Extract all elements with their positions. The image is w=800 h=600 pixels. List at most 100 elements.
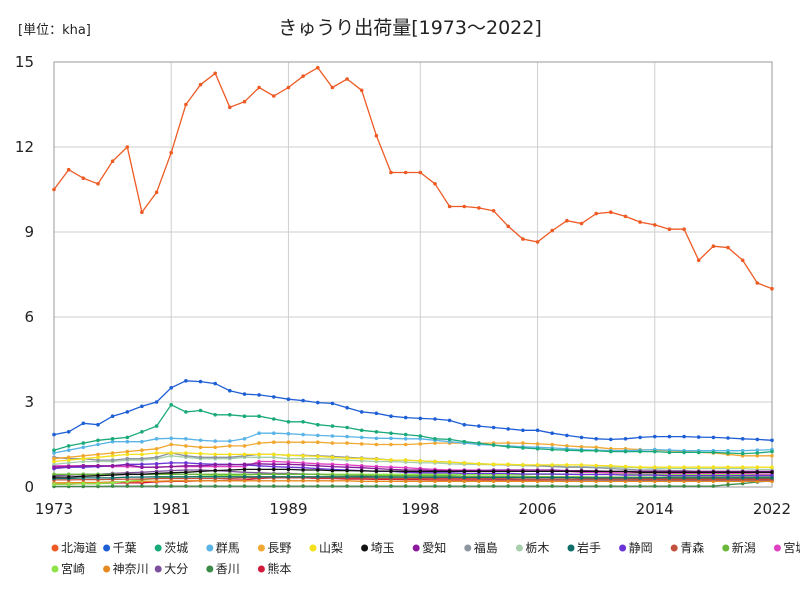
data-point	[433, 459, 437, 464]
data-point	[330, 475, 335, 479]
legend-item: 熊本	[257, 561, 291, 576]
data-point	[477, 484, 481, 488]
data-point	[594, 445, 598, 450]
data-point	[740, 476, 745, 480]
data-point	[374, 442, 379, 447]
data-point	[755, 470, 760, 475]
legend-marker	[309, 544, 317, 552]
data-point	[81, 481, 86, 486]
data-point	[301, 468, 305, 472]
data-point	[184, 484, 188, 488]
data-point	[359, 465, 364, 470]
data-point	[638, 220, 642, 224]
data-point	[506, 475, 511, 480]
data-point	[228, 439, 232, 443]
data-point	[403, 432, 408, 437]
data-point	[66, 444, 71, 448]
legend-item: 大分	[154, 562, 188, 576]
data-point	[447, 469, 452, 474]
data-point	[154, 190, 159, 195]
data-point	[286, 397, 291, 402]
data-point	[81, 464, 86, 468]
data-point	[579, 463, 584, 467]
data-point	[374, 469, 379, 473]
data-point	[623, 484, 628, 488]
legend: 北海道 千葉 茨城 群馬 長野 山梨 埼玉 愛知 福島 栃木 岩手 静岡 青森 新潟 宮城宮崎 神奈川 大分 香川…	[51, 540, 800, 576]
data-point	[433, 437, 437, 441]
data-point	[330, 434, 335, 438]
data-point	[228, 484, 232, 488]
data-point	[521, 484, 525, 488]
data-point	[506, 224, 511, 229]
data-point	[198, 469, 203, 474]
data-point	[272, 475, 276, 479]
data-point	[52, 187, 56, 192]
series-line	[53, 403, 773, 455]
data-point	[242, 467, 247, 472]
chart-title: きゅうり出荷量[1973～2022]	[278, 17, 542, 39]
data-point	[403, 415, 408, 420]
data-point	[140, 452, 144, 457]
data-point	[228, 472, 232, 477]
data-point	[374, 436, 379, 441]
data-point	[389, 479, 393, 484]
data-point	[770, 449, 774, 454]
legend-marker	[51, 544, 59, 552]
data-point	[491, 462, 496, 467]
data-point	[140, 472, 144, 477]
data-point	[213, 468, 217, 473]
data-point	[359, 456, 364, 461]
data-point	[550, 463, 554, 467]
data-point	[286, 456, 291, 461]
data-point	[81, 456, 86, 461]
unit-label: [単位：kha]	[18, 22, 91, 38]
data-point	[711, 450, 716, 455]
data-point	[594, 211, 598, 216]
data-point	[272, 462, 276, 467]
data-point	[491, 209, 496, 213]
data-point	[345, 484, 349, 488]
legend-item: 神奈川	[103, 562, 149, 576]
data-point	[110, 476, 115, 480]
data-point	[81, 421, 86, 426]
data-point	[535, 463, 540, 467]
data-point	[316, 440, 320, 445]
data-point	[696, 465, 701, 470]
series-山梨	[52, 451, 774, 470]
data-point	[755, 454, 760, 458]
data-point	[653, 476, 657, 480]
data-point	[213, 452, 217, 457]
data-point	[579, 472, 584, 477]
legend-item: 青森	[670, 540, 704, 555]
data-point	[257, 484, 261, 488]
data-point	[579, 469, 584, 474]
data-point	[242, 444, 247, 448]
series-lines	[52, 65, 774, 489]
data-point	[125, 410, 130, 414]
series-line	[54, 477, 772, 481]
legend-label: 長野	[267, 541, 291, 555]
data-point	[52, 451, 56, 455]
data-point	[66, 475, 71, 479]
data-point	[345, 475, 349, 479]
data-point	[96, 182, 100, 186]
data-point	[653, 465, 657, 470]
legend-marker	[206, 544, 214, 552]
data-point	[110, 159, 115, 163]
data-point	[316, 472, 320, 477]
data-point	[682, 476, 686, 480]
data-point	[213, 381, 217, 386]
legend-marker	[103, 565, 111, 573]
data-point	[286, 475, 291, 479]
data-point	[169, 386, 173, 390]
data-point	[609, 437, 613, 442]
data-point	[565, 218, 569, 223]
data-point	[184, 461, 188, 465]
data-point	[521, 237, 525, 241]
data-point	[66, 448, 71, 453]
data-point	[301, 472, 305, 477]
data-point	[96, 458, 100, 462]
data-point	[403, 475, 408, 479]
data-point	[286, 431, 291, 436]
